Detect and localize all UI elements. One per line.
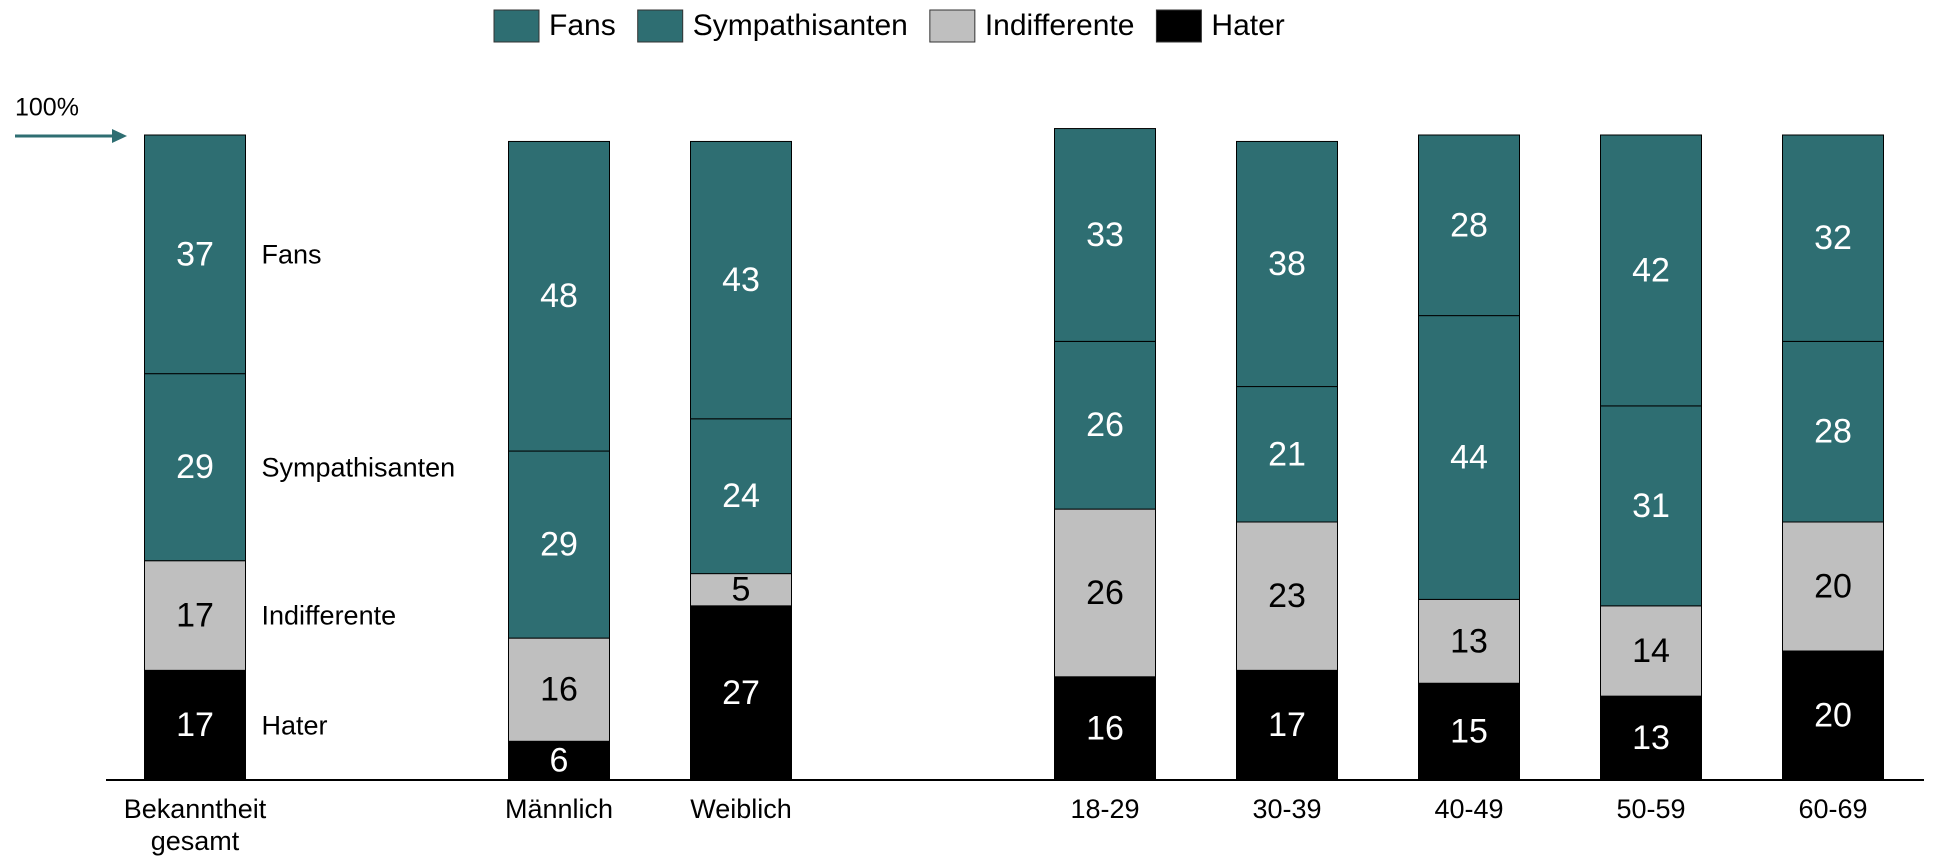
data-label: 23 bbox=[1268, 577, 1306, 615]
bar-segment bbox=[690, 418, 792, 575]
data-label: 17 bbox=[176, 597, 214, 635]
bar-segment bbox=[1782, 340, 1884, 523]
legend-label: Hater bbox=[1211, 9, 1284, 42]
data-label: 13 bbox=[1632, 719, 1670, 757]
data-label: 15 bbox=[1450, 713, 1488, 751]
bar-segment bbox=[1600, 405, 1702, 607]
bar-segment bbox=[1236, 521, 1338, 671]
bar-segment bbox=[1418, 134, 1520, 317]
bar-segment bbox=[1600, 695, 1702, 781]
data-label: 17 bbox=[176, 706, 214, 744]
bar-segment bbox=[1054, 676, 1156, 781]
x-tick-label: 40-49 bbox=[1434, 794, 1504, 824]
bar-segment bbox=[1236, 140, 1338, 388]
legend-label: Indifferente bbox=[985, 9, 1135, 42]
data-label: 16 bbox=[1086, 709, 1124, 747]
series-label: Hater bbox=[262, 710, 328, 740]
data-label: 16 bbox=[540, 671, 578, 709]
data-label: 38 bbox=[1268, 245, 1306, 283]
legend-label: Sympathisanten bbox=[693, 9, 908, 42]
data-label: 48 bbox=[540, 277, 578, 315]
bar-segment bbox=[1054, 128, 1156, 342]
bar-segment bbox=[1782, 650, 1884, 781]
bar-segment bbox=[1418, 598, 1520, 684]
x-tick-label: 60-69 bbox=[1798, 794, 1868, 824]
series-label: Sympathisanten bbox=[262, 452, 456, 482]
data-label: 17 bbox=[1268, 706, 1306, 744]
x-tick-label: 30-39 bbox=[1252, 794, 1322, 824]
bar-segment bbox=[508, 637, 610, 742]
data-label: 33 bbox=[1086, 216, 1124, 254]
series-label: Fans bbox=[262, 239, 322, 269]
data-label: 26 bbox=[1086, 574, 1124, 612]
legend-label: Fans bbox=[549, 9, 616, 42]
bar-segment bbox=[508, 140, 610, 452]
annotation: 100% bbox=[15, 94, 79, 122]
legend-swatch bbox=[493, 9, 540, 43]
bar-segment bbox=[1418, 315, 1520, 600]
bar-segment bbox=[1236, 669, 1338, 781]
bar-segment bbox=[690, 140, 792, 420]
bar-segment bbox=[144, 669, 246, 781]
data-label: 43 bbox=[722, 261, 760, 299]
series-label: Indifferente bbox=[262, 601, 397, 631]
data-label: 21 bbox=[1268, 435, 1306, 473]
bar-segment bbox=[1600, 605, 1702, 697]
data-label: 28 bbox=[1450, 206, 1488, 244]
bar-segment bbox=[508, 450, 610, 639]
bar-segment bbox=[1054, 340, 1156, 510]
bar-segment bbox=[1054, 508, 1156, 678]
data-label: 27 bbox=[722, 674, 760, 712]
data-label: 28 bbox=[1814, 413, 1852, 451]
bar-segment bbox=[1236, 386, 1338, 523]
x-tick-label: Weiblich bbox=[690, 794, 792, 824]
x-tick-label: 18-29 bbox=[1070, 794, 1140, 824]
data-label: 31 bbox=[1632, 487, 1670, 525]
bar-segment bbox=[690, 605, 792, 781]
data-label: 24 bbox=[722, 477, 760, 515]
data-label: 20 bbox=[1814, 696, 1852, 734]
arrow-head bbox=[112, 129, 127, 143]
x-tick-label: Bekanntheit gesamt bbox=[123, 794, 267, 856]
data-label: 42 bbox=[1632, 251, 1670, 289]
bar-segment bbox=[144, 134, 246, 375]
legend-swatch bbox=[1155, 9, 1202, 43]
data-label: 14 bbox=[1632, 632, 1670, 670]
data-label: 32 bbox=[1814, 219, 1852, 257]
data-label: 26 bbox=[1086, 406, 1124, 444]
data-label: 13 bbox=[1450, 622, 1488, 660]
data-label: 44 bbox=[1450, 438, 1488, 476]
bar-segment bbox=[1418, 682, 1520, 781]
data-label: 6 bbox=[550, 742, 569, 780]
bar-segment bbox=[1782, 134, 1884, 342]
data-label: 29 bbox=[176, 448, 214, 486]
legend-swatch bbox=[637, 9, 684, 43]
data-label: 37 bbox=[176, 235, 214, 273]
bar-segment bbox=[508, 740, 610, 781]
bar-segment bbox=[1600, 134, 1702, 407]
data-label: 5 bbox=[732, 571, 751, 609]
data-label: 20 bbox=[1814, 567, 1852, 605]
x-tick-label: Männlich bbox=[504, 794, 614, 824]
data-label: 29 bbox=[540, 526, 578, 564]
legend-swatch bbox=[929, 9, 976, 43]
bar-segment bbox=[144, 373, 246, 562]
x-tick-label: 50-59 bbox=[1616, 794, 1686, 824]
